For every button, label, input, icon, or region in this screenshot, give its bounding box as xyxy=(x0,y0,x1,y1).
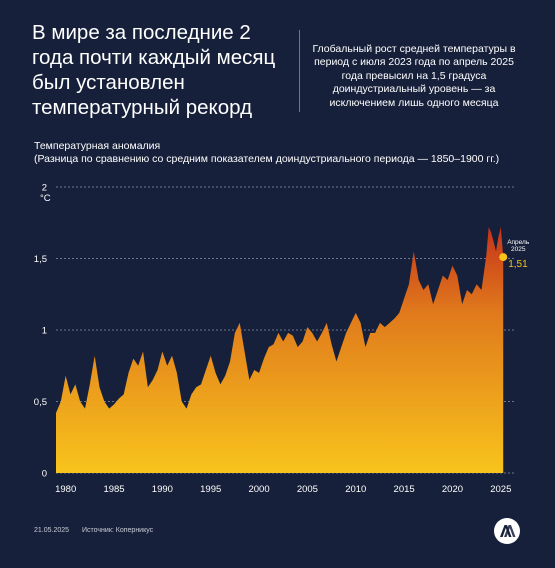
x-tick-label: 2015 xyxy=(394,484,415,495)
x-tick-label: 1985 xyxy=(103,484,124,495)
chart-title: Температурная аномалия xyxy=(34,140,161,152)
x-tick-label: 2020 xyxy=(442,484,463,495)
y-tick-label: 0,5 xyxy=(34,397,47,408)
x-tick-label: 1995 xyxy=(200,484,221,495)
x-tick-label: 2000 xyxy=(248,484,269,495)
divider xyxy=(299,30,300,112)
x-tick-label: 2005 xyxy=(297,484,318,495)
highlight-point xyxy=(499,253,508,262)
anomaly-area xyxy=(56,227,504,473)
aa-logo-icon xyxy=(494,518,520,544)
annotation-value: 1,51 xyxy=(508,259,528,270)
y-axis-unit: °C xyxy=(40,193,51,204)
annotation-label: Апрель 2025 xyxy=(507,239,530,253)
headline: В мире за последние 2 года почти каждый … xyxy=(32,21,276,119)
x-tick-label: 2010 xyxy=(345,484,366,495)
x-tick-label: 2025 xyxy=(490,484,511,495)
x-tick-label: 1990 xyxy=(152,484,173,495)
deck-text: Глобальный рост средней температуры в пе… xyxy=(312,43,516,109)
footer-date: 21.05.2025 xyxy=(34,527,70,534)
chart-description: (Разница по сравнению со средним показат… xyxy=(34,153,500,165)
y-tick-label: 2 xyxy=(42,183,47,194)
y-tick-label: 1 xyxy=(42,326,47,337)
x-tick-label: 1980 xyxy=(55,484,76,495)
y-tick-label: 0 xyxy=(42,469,47,480)
y-tick-label: 1,5 xyxy=(34,254,47,265)
footer-source: Источник: Коперникус xyxy=(82,527,154,534)
chart-subtitle: Температурная аномалия (Разница по сравн… xyxy=(34,140,544,166)
